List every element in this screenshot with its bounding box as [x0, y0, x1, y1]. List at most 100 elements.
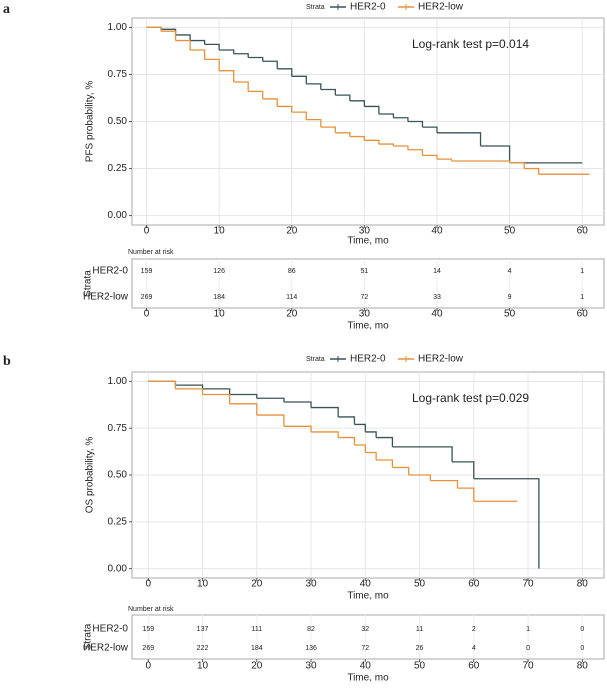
survival-step — [233, 53, 249, 58]
y-axis-label: Strata — [83, 623, 94, 650]
x-tick-label: 70 — [522, 661, 534, 672]
risk-count: 111 — [251, 626, 262, 633]
y-tick-label: 0.00 — [108, 563, 128, 574]
legend-label: HER2-low — [418, 2, 464, 13]
survival-step — [365, 431, 377, 438]
survival-step — [306, 118, 322, 128]
survival-step — [229, 403, 258, 416]
y-tick-label: 0.50 — [108, 470, 128, 481]
survival-step — [378, 143, 395, 146]
survival-step — [277, 68, 293, 77]
survival-step — [277, 105, 293, 113]
x-tick-label: 20 — [251, 661, 263, 672]
survival-step — [291, 75, 307, 84]
risk-table-area — [131, 258, 605, 309]
survival-step — [378, 113, 395, 118]
x-tick-label: 40 — [431, 309, 443, 320]
legend-label: HER2-0 — [350, 354, 386, 365]
survival-step — [338, 436, 356, 446]
y-axis-label: OS probability, % — [85, 437, 96, 514]
survival-step — [466, 132, 482, 146]
survival-step — [175, 388, 204, 395]
x-tick-label: 20 — [286, 309, 298, 320]
survival-step — [407, 149, 424, 156]
x-tick-label: 40 — [360, 579, 372, 590]
survival-step — [524, 167, 540, 175]
survival-step — [480, 145, 511, 163]
survival-step — [376, 436, 394, 447]
legend-title: Strata — [306, 356, 325, 363]
x-tick-label: 0 — [144, 309, 150, 320]
survival-step — [392, 446, 453, 462]
risk-count: 33 — [433, 294, 441, 301]
risk-count: 2 — [472, 626, 476, 633]
risk-count: 32 — [361, 626, 369, 633]
survival-step — [338, 416, 356, 425]
survival-step — [190, 49, 206, 60]
legend-label: HER2-low — [418, 354, 464, 365]
survival-step — [473, 478, 540, 569]
x-axis-label: Time, mo — [347, 321, 389, 332]
panel-label: a — [3, 2, 10, 17]
risk-count: 4 — [472, 645, 476, 652]
panel-label: b — [3, 354, 11, 369]
survival-step — [175, 34, 191, 41]
risk-count: 184 — [251, 645, 263, 652]
survival-step — [392, 466, 410, 475]
risk-count: 1 — [526, 626, 530, 633]
y-tick-label: 0.00 — [108, 210, 128, 221]
survival-step — [457, 487, 475, 502]
y-tick-label: 1.00 — [108, 376, 128, 387]
x-tick-label: 50 — [504, 309, 516, 320]
survival-step — [354, 444, 366, 453]
risk-row-label: HER2-low — [83, 643, 129, 654]
survival-step — [452, 461, 475, 479]
risk-count: 1 — [580, 268, 584, 275]
survival-step — [262, 60, 278, 69]
x-tick-label: 30 — [305, 661, 317, 672]
risk-count: 86 — [288, 268, 296, 275]
survival-step — [283, 425, 312, 432]
x-tick-label: 30 — [305, 579, 317, 590]
risk-count: 136 — [305, 645, 317, 652]
survival-step — [393, 117, 409, 122]
survival-step — [175, 39, 191, 50]
risk-row-label: HER2-low — [83, 292, 129, 303]
risk-count: 159 — [142, 626, 154, 633]
risk-count: 72 — [361, 645, 369, 652]
x-tick-label: 0 — [145, 661, 151, 672]
survival-step — [335, 94, 351, 101]
risk-count: 26 — [416, 645, 424, 652]
risk-count: 0 — [526, 645, 530, 652]
risk-count: 4 — [508, 268, 512, 275]
survival-step — [190, 39, 206, 45]
x-tick-label: 70 — [522, 579, 534, 590]
survival-step — [365, 451, 377, 461]
x-tick-label: 80 — [577, 579, 589, 590]
risk-count: 72 — [360, 294, 368, 301]
survival-step — [146, 26, 162, 32]
risk-count: 82 — [307, 626, 315, 633]
survival-step — [349, 100, 366, 107]
x-tick-label: 0 — [144, 226, 150, 237]
x-axis-label: Time, mo — [347, 236, 389, 247]
survival-step — [376, 459, 394, 468]
survival-step — [422, 126, 438, 133]
x-tick-label: 10 — [214, 226, 226, 237]
risk-table-title: Number at risk — [128, 606, 174, 613]
x-tick-label: 60 — [577, 226, 589, 237]
x-tick-label: 50 — [414, 579, 426, 590]
risk-count: 14 — [433, 268, 441, 275]
x-axis-label: Time, mo — [347, 673, 389, 684]
x-tick-label: 20 — [251, 579, 263, 590]
survival-step — [311, 431, 339, 438]
survival-step — [204, 43, 220, 50]
risk-count: 126 — [213, 268, 225, 275]
risk-row-label: HER2-0 — [92, 624, 128, 635]
survival-step — [148, 380, 177, 389]
survival-step — [291, 111, 307, 120]
x-tick-label: 80 — [577, 661, 589, 672]
risk-count: 0 — [580, 626, 584, 633]
x-tick-label: 40 — [431, 226, 443, 237]
x-tick-label: 10 — [197, 579, 209, 590]
